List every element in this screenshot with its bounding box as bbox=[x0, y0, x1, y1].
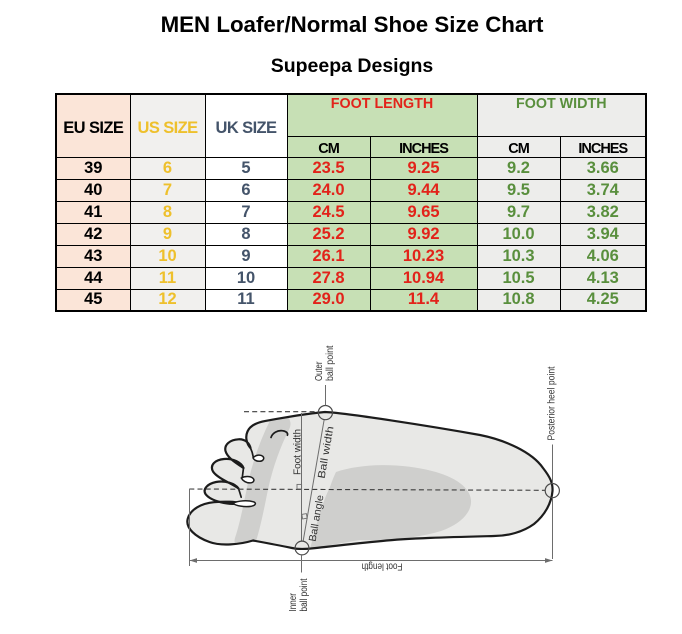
svg-text:Innerball point: Innerball point bbox=[288, 578, 310, 611]
svg-text:Foot width: Foot width bbox=[293, 429, 304, 475]
svg-text:Outerball point: Outerball point bbox=[314, 345, 336, 381]
svg-text:Posterior heel point: Posterior heel point bbox=[547, 366, 558, 440]
svg-text:Foot length: Foot length bbox=[361, 561, 402, 572]
